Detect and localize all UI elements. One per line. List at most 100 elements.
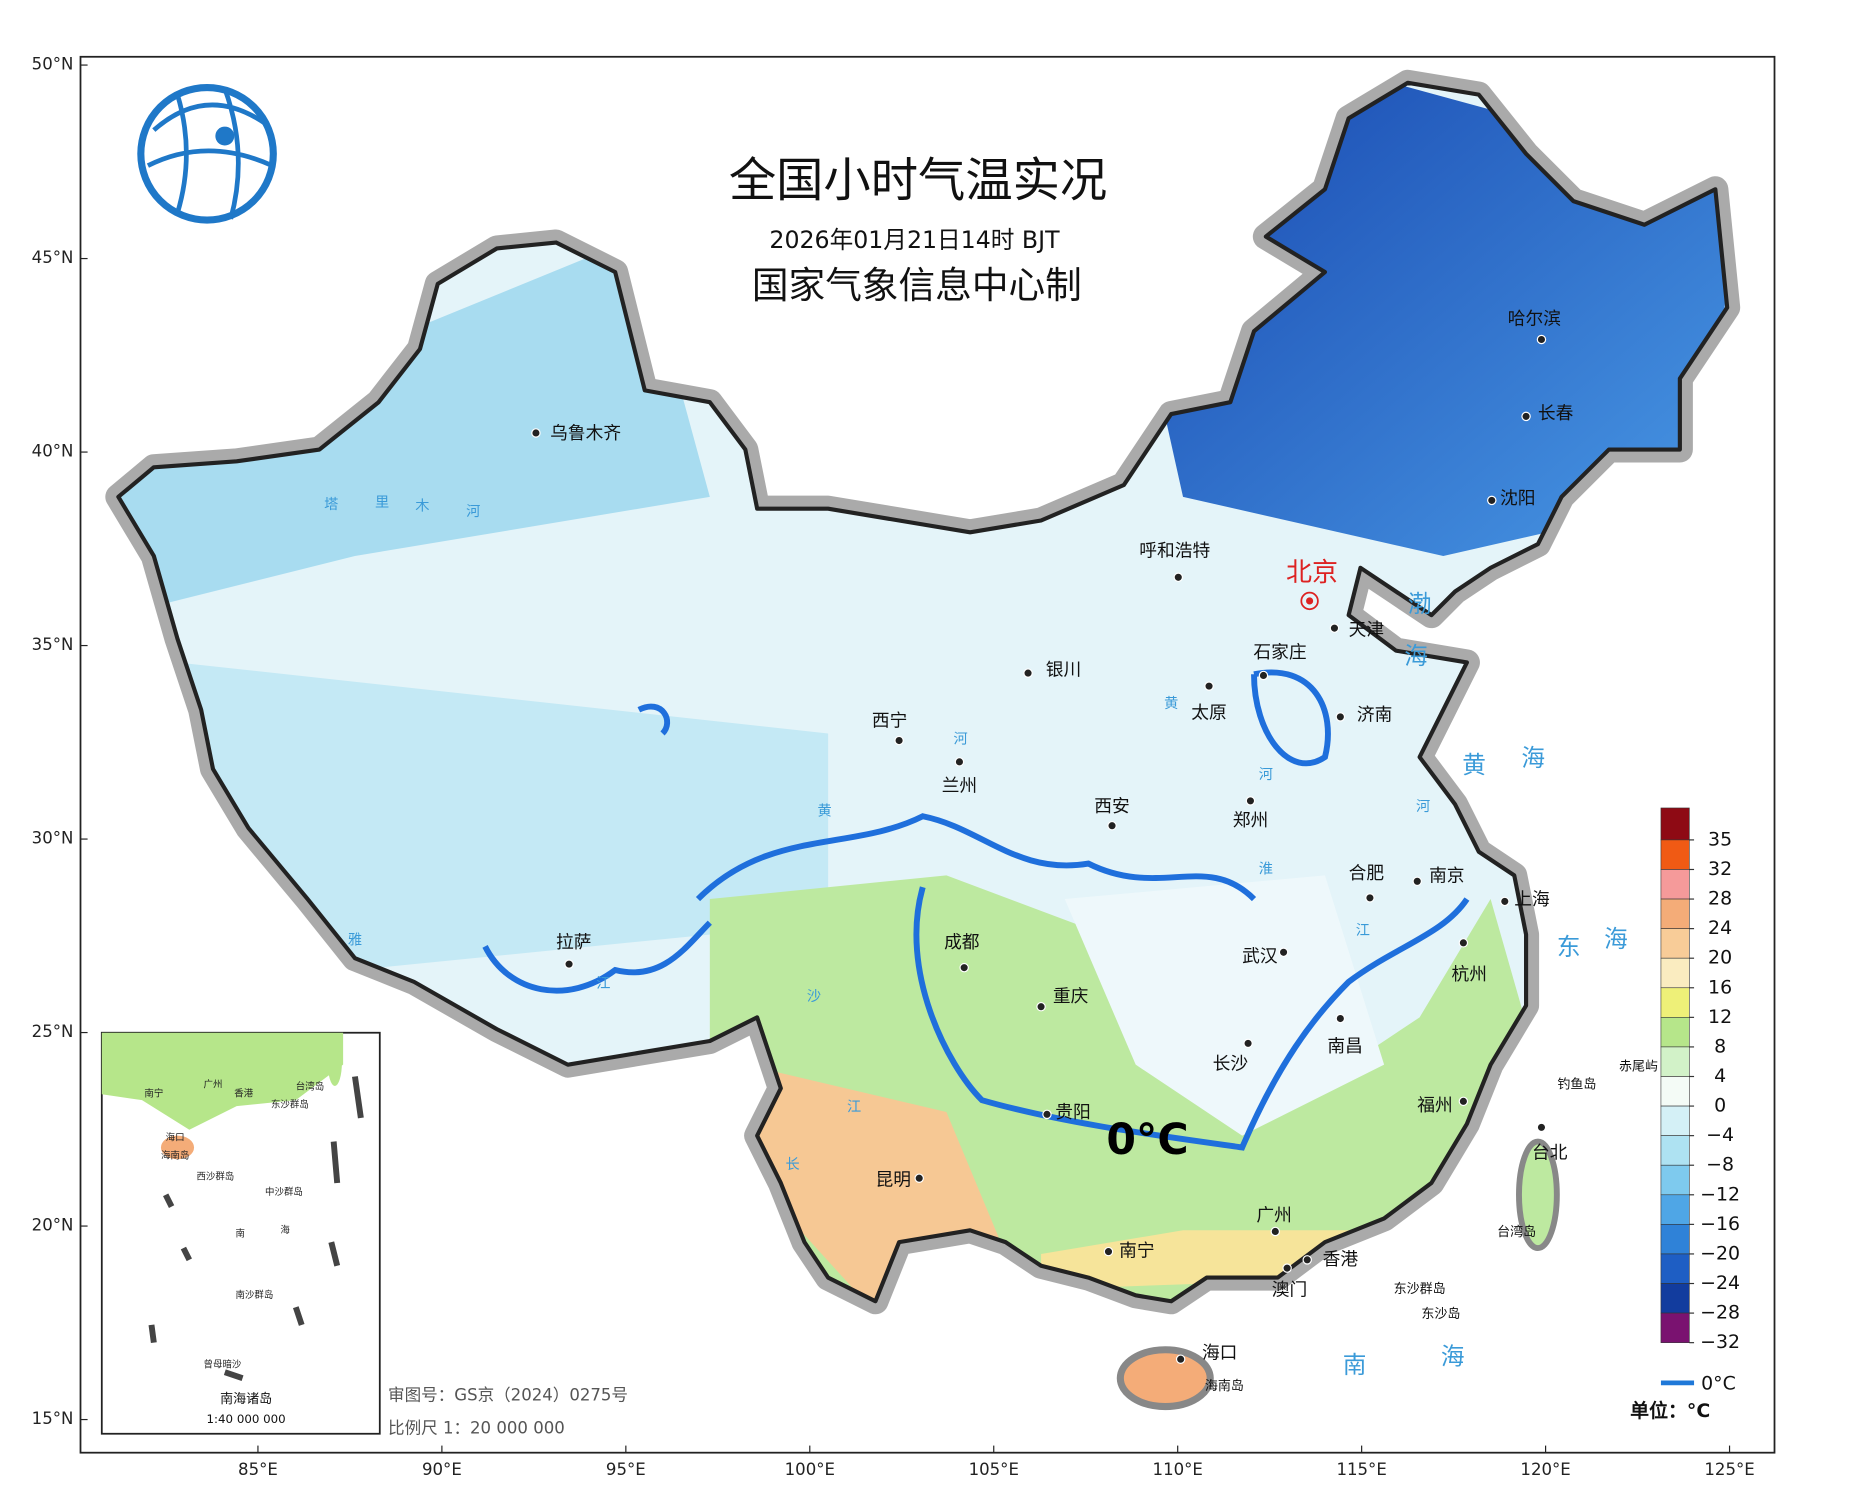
legend-label: 32 (1708, 858, 1732, 880)
inset-label: 中沙群岛 (265, 1186, 303, 1198)
legend-label: −16 (1700, 1213, 1740, 1235)
inset-boundary (148, 1076, 364, 1381)
legend-label: 12 (1708, 1006, 1732, 1028)
city-label: 石家庄 (1253, 642, 1306, 663)
city-dot (1204, 681, 1214, 691)
city-dot (1335, 1013, 1346, 1024)
city-label: 澳门 (1272, 1280, 1307, 1301)
cold-plateau (177, 662, 829, 971)
city-dot (1487, 495, 1497, 506)
city-dot (1270, 1226, 1281, 1237)
river-label: 里 (375, 495, 389, 511)
city-label: 拉萨 (556, 932, 591, 953)
zero-isotherm (695, 813, 1257, 902)
city-label: 台北 (1532, 1142, 1568, 1163)
river-label: 淮 (1259, 861, 1273, 877)
city-label: 武汉 (1242, 946, 1278, 967)
zero-isotherm (913, 886, 1470, 1151)
taiwan (1516, 1138, 1560, 1251)
river-label: 江 (847, 1099, 861, 1115)
city-dot (1302, 1255, 1312, 1265)
city-label: 西宁 (872, 711, 907, 732)
legend-label: −8 (1706, 1154, 1734, 1176)
legend-swatch (1660, 807, 1690, 841)
legend-swatch (1660, 1046, 1690, 1077)
subtitle: 2026年01月21日14时 BJT (769, 226, 1060, 254)
river-label: 河 (1416, 799, 1430, 815)
x-tick-label: 105°E (969, 1460, 1019, 1479)
zero-isotherm (637, 703, 670, 736)
river-label: 沙 (807, 989, 821, 1005)
legend-label: 4 (1714, 1065, 1726, 1087)
river-label: 河 (1259, 767, 1273, 783)
city-label: 杭州 (1452, 964, 1487, 985)
frame (79, 55, 1776, 1454)
island-label: 赤尾屿 (1619, 1060, 1658, 1075)
city-label: 乌鲁木齐 (550, 423, 621, 444)
city-dot (1335, 712, 1346, 722)
temperature-field (118, 82, 1728, 1302)
inset-label: 南 (235, 1227, 244, 1239)
city-dot (1536, 1122, 1547, 1133)
legend-label: −20 (1700, 1242, 1740, 1264)
inset-taiwan (327, 1038, 342, 1086)
legend-swatch (1660, 1283, 1690, 1314)
sea-label: 渤 (1408, 590, 1432, 618)
x-tick-label: 110°E (1153, 1460, 1203, 1479)
island-label: 钓鱼岛 (1557, 1076, 1596, 1092)
legend-swatch (1660, 1224, 1690, 1255)
river-label: 河 (466, 504, 480, 520)
city-label: 银川 (1046, 660, 1081, 681)
inset-label: 海南岛 (161, 1149, 189, 1161)
city-label: 太原 (1191, 702, 1226, 723)
inset-label: 南沙群岛 (235, 1289, 273, 1301)
capital-label: 北京 (1286, 558, 1338, 588)
legend-swatch (1660, 1076, 1690, 1107)
y-tick-label: 20°N (32, 1216, 74, 1235)
inset-label: 南宁 (144, 1088, 163, 1100)
legend-swatch (1660, 869, 1690, 900)
y-tick-label: 15°N (32, 1409, 74, 1428)
legend-label: −24 (1700, 1272, 1740, 1294)
legend-swatch (1660, 898, 1690, 929)
city-label: 南宁 (1119, 1241, 1154, 1262)
sea-label: 南 (1343, 1351, 1367, 1379)
city-label: 重庆 (1053, 986, 1089, 1007)
inset-land (101, 1032, 344, 1130)
inset-label: 西沙群岛 (196, 1171, 234, 1183)
legend-label: −4 (1706, 1124, 1734, 1146)
river-label: 塔 (324, 497, 338, 513)
y-tick-label: 30°N (32, 829, 74, 848)
contour-annotation: 0°C (1106, 1115, 1188, 1165)
city-label: 长沙 (1213, 1054, 1249, 1075)
legend-swatch (1660, 1253, 1690, 1284)
inset-label: 香港 (234, 1088, 253, 1100)
cold-xinjiang (118, 236, 710, 616)
city-label: 西安 (1094, 796, 1129, 817)
island-label: 海南岛 (1205, 1378, 1244, 1394)
y-tick-label: 50°N (32, 55, 74, 74)
city-dot (1173, 572, 1184, 583)
producer: 国家气象信息中心制 (752, 264, 1082, 307)
legend-swatch (1660, 1135, 1690, 1166)
x-tick-label: 125°E (1704, 1460, 1754, 1479)
city-label: 南京 (1429, 866, 1464, 887)
inset-label: 广州 (204, 1078, 223, 1090)
inset-label: 海口 (166, 1132, 185, 1144)
sea-label: 海 (1604, 925, 1628, 953)
city-label: 呼和浩特 (1139, 540, 1210, 561)
inset-hainan (160, 1135, 195, 1160)
legend-swatch (1660, 928, 1690, 959)
legend-label: 0 (1714, 1095, 1726, 1117)
sea-label: 东 (1557, 933, 1581, 961)
city-dot (1042, 1109, 1052, 1120)
y-tick-label: 25°N (32, 1022, 74, 1041)
river-label: 江 (1356, 923, 1370, 939)
legend-label: 28 (1708, 888, 1732, 910)
river-label: 黄 (817, 803, 831, 820)
logo (137, 83, 277, 224)
city-dot (1103, 1246, 1114, 1257)
city-label: 郑州 (1233, 810, 1268, 831)
city-dot (531, 428, 541, 438)
zero-isotherm (482, 920, 712, 994)
